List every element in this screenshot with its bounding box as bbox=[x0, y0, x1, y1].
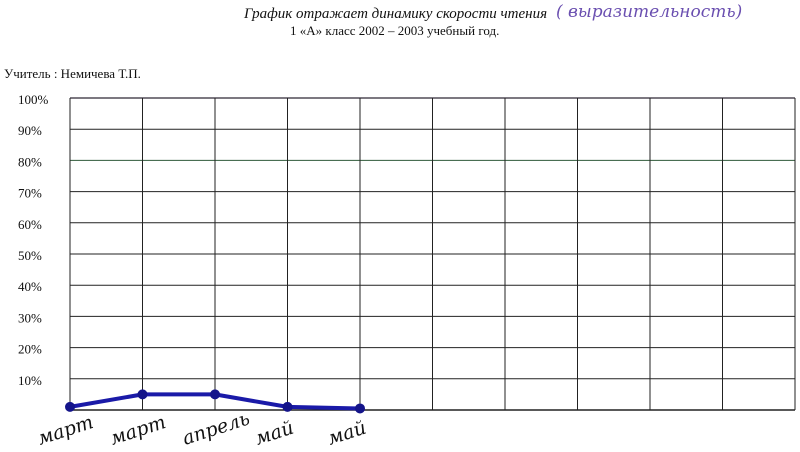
y-tick-label: 10% bbox=[18, 373, 42, 388]
data-point bbox=[210, 389, 220, 400]
handwritten-note: ( выразительность) bbox=[556, 2, 743, 22]
data-point bbox=[355, 403, 365, 414]
chart-title: График отражает динамику скорости чтения bbox=[244, 6, 548, 22]
y-tick-label: 60% bbox=[18, 217, 42, 232]
data-point bbox=[65, 401, 75, 412]
x-tick-label: март bbox=[35, 411, 96, 450]
y-tick-label: 100% bbox=[18, 92, 49, 107]
y-tick-label: 50% bbox=[18, 248, 42, 263]
teacher-label: Учитель : Немичева Т.П. bbox=[4, 66, 141, 81]
y-tick-label: 90% bbox=[18, 123, 42, 138]
y-tick-label: 70% bbox=[18, 186, 42, 201]
x-tick-label: май bbox=[252, 417, 296, 450]
y-tick-label: 80% bbox=[18, 154, 42, 169]
y-tick-label: 40% bbox=[18, 279, 42, 294]
y-tick-label: 20% bbox=[18, 342, 42, 357]
data-point bbox=[282, 401, 293, 412]
x-tick-label: май bbox=[325, 417, 369, 450]
x-tick-label: март bbox=[107, 411, 168, 450]
data-point bbox=[137, 389, 148, 400]
chart-subtitle: 1 «А» класс 2002 – 2003 учебный год. bbox=[290, 23, 500, 38]
y-tick-label: 30% bbox=[18, 310, 42, 325]
x-tick-label: апрель bbox=[180, 407, 253, 449]
